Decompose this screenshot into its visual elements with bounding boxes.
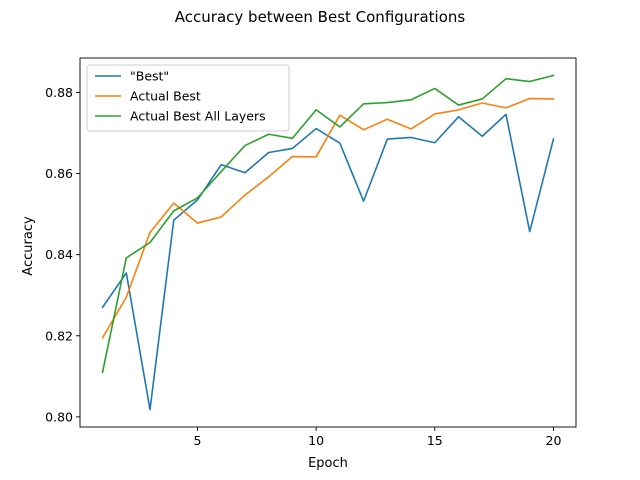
y-tick-label: 0.82	[45, 328, 73, 343]
x-axis-label: Epoch	[308, 456, 348, 471]
x-tick-label: 20	[546, 433, 562, 448]
y-tick-label: 0.80	[45, 409, 73, 424]
axes-frame	[79, 57, 577, 428]
series-line-1	[101, 97, 555, 339]
x-tick-label: 10	[308, 433, 324, 448]
legend-box	[86, 64, 290, 132]
series-line-2	[101, 74, 555, 374]
legend-label-0: "Best"	[130, 69, 169, 84]
y-tick-label: 0.86	[45, 166, 73, 181]
legend-label-1: Actual Best	[130, 89, 201, 104]
legend: "Best" Actual Best Actual Best All Layers	[86, 64, 290, 132]
axes: 5 10 15 20 0.80 0.82 0.84 0.86 0.88	[45, 57, 577, 448]
y-axis-label: Accuracy	[21, 216, 36, 276]
legend-label-2: Actual Best All Layers	[130, 109, 266, 124]
chart-title: Accuracy between Best Configurations	[175, 8, 466, 26]
x-tick-label: 15	[427, 433, 443, 448]
y-tick-label: 0.88	[45, 85, 73, 100]
plot-area	[101, 74, 555, 411]
y-tick-label: 0.84	[45, 247, 73, 262]
x-tick-label: 5	[193, 433, 201, 448]
